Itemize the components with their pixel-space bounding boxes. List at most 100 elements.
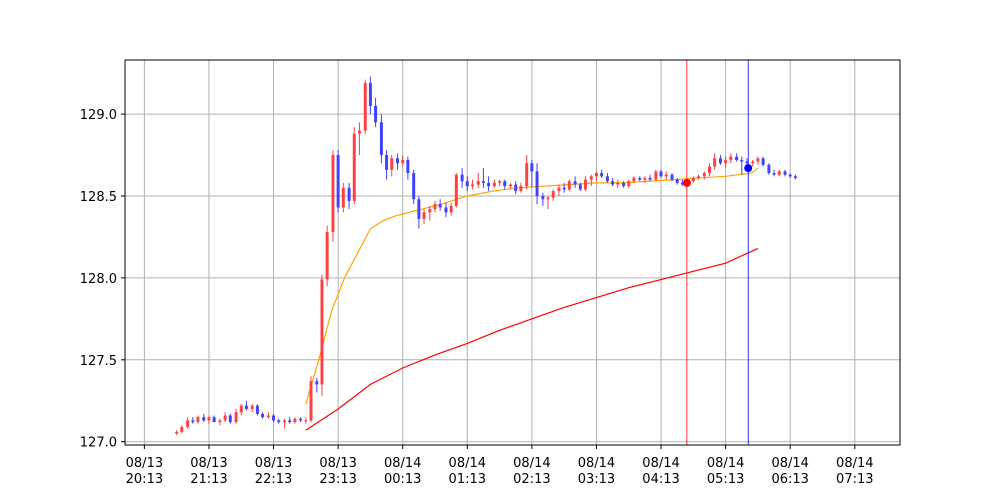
candle-body bbox=[481, 181, 485, 183]
candle-body bbox=[239, 405, 243, 413]
candle-body bbox=[175, 431, 179, 434]
candle-body bbox=[761, 158, 765, 165]
candle-body bbox=[713, 158, 717, 167]
candle-body bbox=[272, 415, 276, 421]
y-tick-label: 127.0 bbox=[80, 436, 117, 451]
candle-body bbox=[234, 412, 238, 423]
candle-body bbox=[454, 174, 458, 206]
candle-body bbox=[498, 181, 502, 183]
candle-body bbox=[336, 155, 340, 208]
candle-body bbox=[396, 158, 400, 164]
candle-body bbox=[616, 182, 620, 185]
candle-body bbox=[390, 158, 394, 170]
candle-body bbox=[492, 182, 496, 187]
candle-body bbox=[605, 176, 609, 182]
candle-body bbox=[702, 173, 706, 177]
candle-body bbox=[578, 184, 582, 190]
candle-body bbox=[476, 181, 480, 185]
candle-body bbox=[422, 212, 426, 219]
candle-body bbox=[191, 420, 195, 423]
candle-body bbox=[309, 381, 313, 421]
candle-body bbox=[756, 158, 760, 162]
x-tick-label: 08/14 00:13 bbox=[384, 456, 421, 487]
candle-body bbox=[250, 405, 254, 409]
candle-body bbox=[202, 417, 206, 421]
candle-body bbox=[519, 186, 523, 192]
candle-body bbox=[379, 122, 383, 156]
candle-body bbox=[751, 161, 755, 164]
y-tick-label: 128.5 bbox=[80, 190, 117, 205]
candle-body bbox=[562, 187, 566, 190]
candle-body bbox=[697, 176, 700, 178]
x-tick-label: 08/14 05:13 bbox=[707, 456, 744, 487]
candle-body bbox=[680, 182, 684, 185]
x-tick-label: 08/13 23:13 bbox=[319, 456, 356, 487]
candle-body bbox=[465, 181, 469, 187]
candle-body bbox=[331, 155, 335, 233]
candle-body bbox=[594, 173, 598, 177]
candle-body bbox=[374, 105, 378, 123]
candle-body bbox=[401, 159, 405, 164]
candle-body bbox=[487, 182, 491, 187]
candle-body bbox=[444, 207, 448, 213]
candle-body bbox=[368, 82, 372, 106]
candle-body bbox=[573, 181, 577, 185]
candle-body bbox=[304, 420, 308, 422]
x-axis: 08/13 20:13 08/13 21:13 08/13 22:13 08/13 23:13… bbox=[126, 445, 874, 487]
x-tick-label: 08/14 07:13 bbox=[836, 456, 873, 487]
x-tick-label: 08/14 04:13 bbox=[642, 456, 679, 487]
candle-body bbox=[551, 191, 555, 198]
candle-body bbox=[357, 130, 361, 134]
indicator-line bbox=[305, 167, 759, 405]
y-tick-label: 129.0 bbox=[80, 108, 117, 123]
x-tick-label: 08/13 21:13 bbox=[190, 456, 227, 487]
candle-body bbox=[438, 204, 442, 208]
candle-body bbox=[412, 173, 416, 200]
candle-body bbox=[449, 205, 453, 213]
candle-body bbox=[341, 187, 345, 208]
indicators bbox=[305, 167, 759, 431]
candle-body bbox=[417, 199, 421, 219]
candle-body bbox=[288, 420, 292, 423]
candle-body bbox=[707, 166, 711, 174]
candle-body bbox=[244, 405, 248, 409]
vertical-markers bbox=[686, 60, 749, 445]
candle-body bbox=[433, 204, 437, 210]
candle-body bbox=[325, 232, 329, 280]
candle-body bbox=[266, 415, 270, 418]
candle-body bbox=[525, 163, 529, 187]
candle-body bbox=[277, 420, 281, 423]
candle-body bbox=[180, 426, 184, 432]
candle-body bbox=[745, 161, 749, 164]
candle-body bbox=[347, 187, 351, 201]
candle-body bbox=[315, 381, 319, 385]
candle-body bbox=[583, 179, 587, 190]
candle-body bbox=[186, 420, 190, 427]
signal-markers bbox=[682, 164, 753, 187]
candle-body bbox=[509, 184, 513, 187]
indicator-line bbox=[305, 247, 759, 431]
candle-body bbox=[363, 82, 367, 131]
grid bbox=[125, 60, 900, 445]
candle-body bbox=[228, 415, 232, 423]
candle-body bbox=[535, 171, 539, 196]
candle-body bbox=[503, 181, 507, 187]
candle-body bbox=[541, 195, 545, 200]
candle-body bbox=[514, 184, 518, 192]
candle-body bbox=[546, 197, 550, 200]
candle-body bbox=[772, 173, 776, 175]
candle-body bbox=[385, 155, 389, 170]
candle-body bbox=[638, 177, 642, 180]
candle-body bbox=[718, 158, 722, 164]
candle-body bbox=[470, 184, 474, 187]
candle-body bbox=[767, 164, 771, 174]
candle-body bbox=[648, 177, 652, 180]
candle-body bbox=[793, 176, 797, 178]
candle-body bbox=[557, 187, 561, 192]
candle-body bbox=[659, 171, 663, 177]
candle-body bbox=[611, 181, 615, 185]
candle-body bbox=[777, 171, 781, 175]
candle-body bbox=[207, 417, 211, 421]
candle-body bbox=[740, 159, 744, 162]
